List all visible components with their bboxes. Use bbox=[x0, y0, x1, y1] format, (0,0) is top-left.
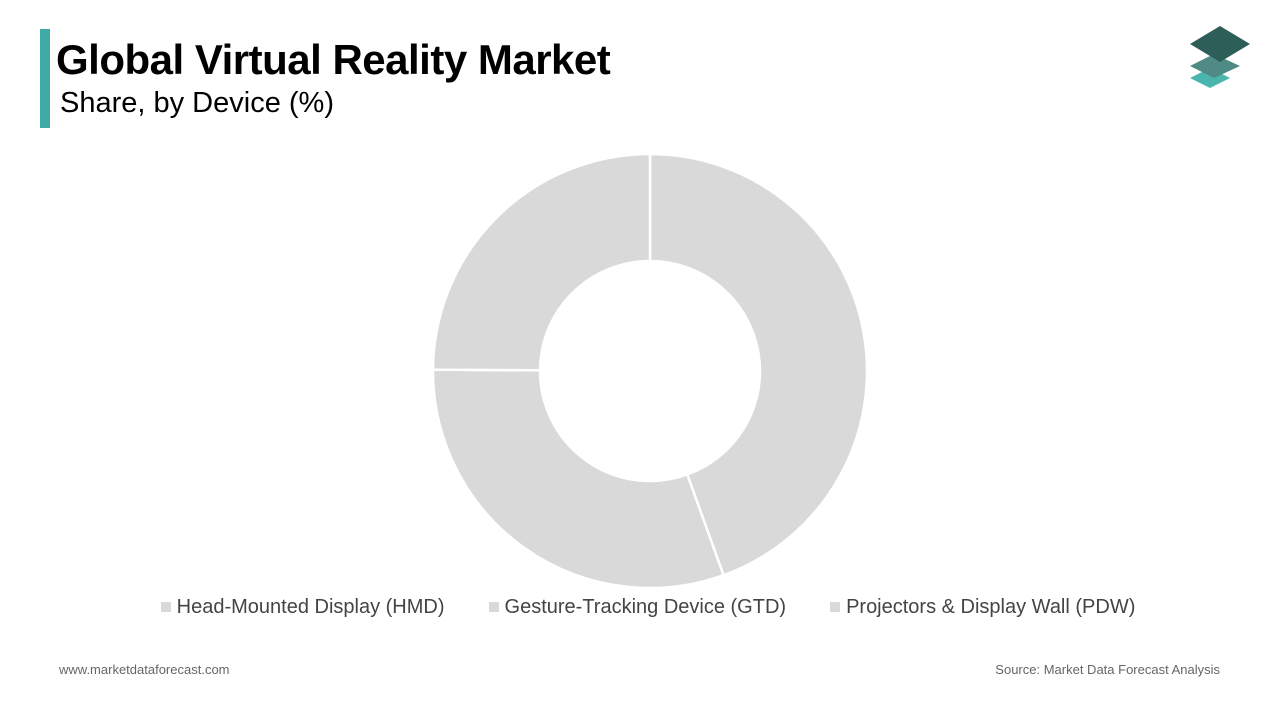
legend-label-gtd: Gesture-Tracking Device (GTD) bbox=[504, 595, 787, 618]
legend-swatch-hmd bbox=[160, 602, 171, 612]
legend-label-pdw: Projectors & Display Wall (PDW) bbox=[846, 595, 1136, 618]
donut-chart bbox=[431, 152, 869, 590]
stacked-layers-icon bbox=[1190, 26, 1250, 88]
legend-item-gtd: Gesture-Tracking Device (GTD) bbox=[488, 595, 787, 619]
legend-label-hmd: Head-Mounted Display (HMD) bbox=[176, 595, 445, 618]
donut-slices bbox=[431, 152, 869, 590]
legend-item-pdw: Projectors & Display Wall (PDW) bbox=[830, 596, 1135, 619]
page-title: Global Virtual Reality Market bbox=[56, 36, 611, 83]
legend-item-hmd: Head-Mounted Display (HMD) bbox=[160, 595, 445, 619]
chart-legend: Head-Mounted Display (HMD) Gesture-Track… bbox=[0, 592, 1280, 622]
footer-website[interactable]: www.marketdataforecast.com bbox=[59, 662, 230, 677]
footer-source: Source: Market Data Forecast Analysis bbox=[995, 662, 1220, 677]
donut-slice-gtd bbox=[431, 368, 726, 590]
donut-slice-pdw bbox=[431, 152, 652, 372]
donut-slice-hmd bbox=[648, 152, 869, 577]
logo-layer-middle bbox=[1190, 54, 1240, 78]
legend-swatch-pdw bbox=[830, 602, 841, 612]
title-accent-bar bbox=[40, 29, 50, 128]
logo-layer-top bbox=[1190, 26, 1250, 62]
legend-swatch-gtd bbox=[488, 602, 499, 612]
page-subtitle: Share, by Device (%) bbox=[60, 87, 334, 119]
